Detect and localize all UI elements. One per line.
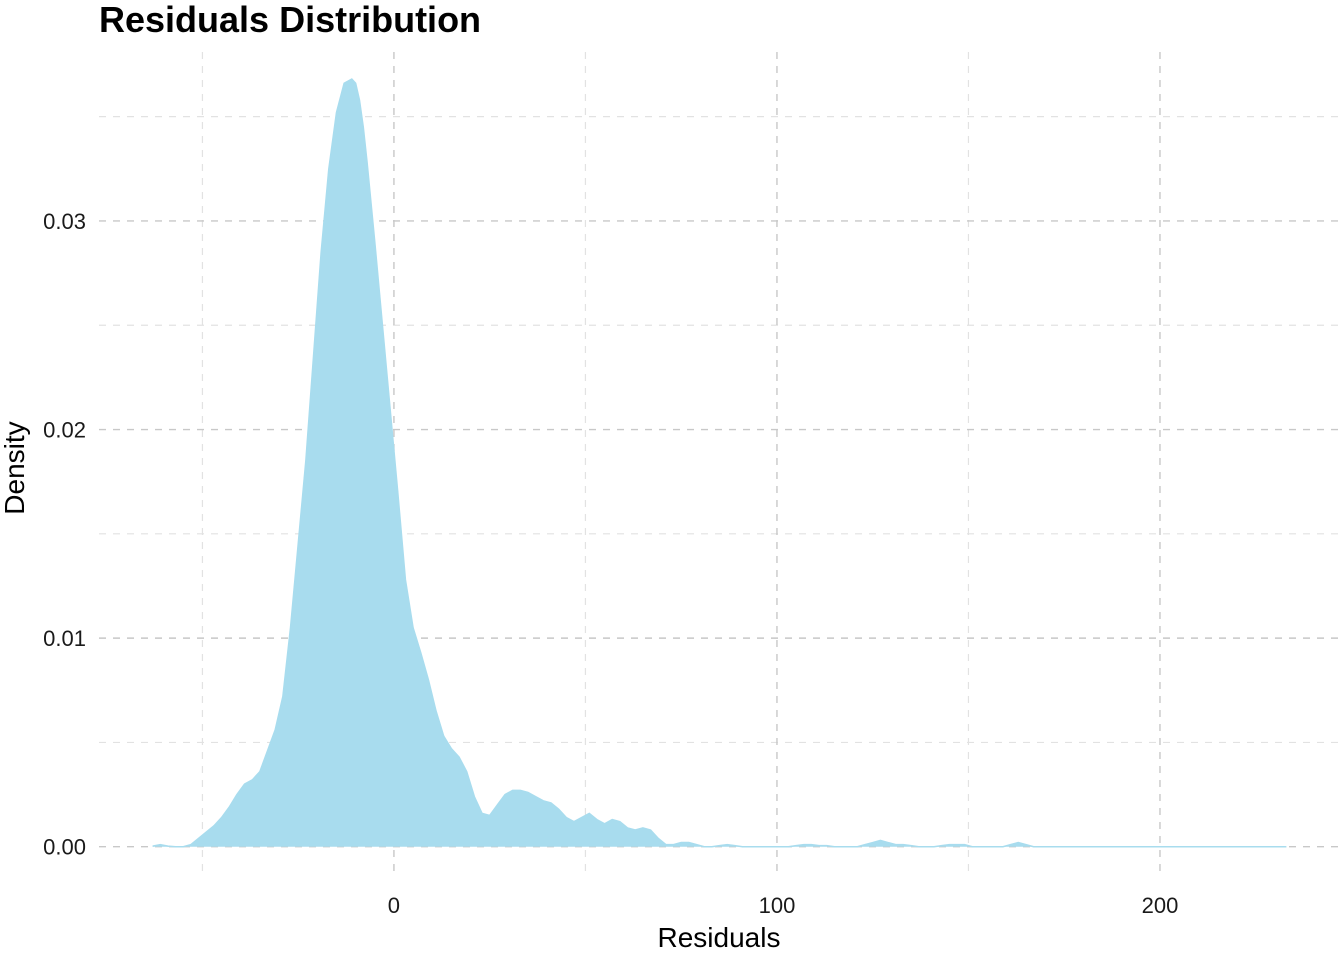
y-axis-label: Density (0, 421, 30, 514)
grid-lines (99, 52, 1340, 878)
x-tick-label: 100 (759, 893, 796, 918)
y-tick-label: 0.00 (43, 835, 86, 860)
density-series (152, 78, 1287, 848)
density-area (152, 79, 1287, 847)
tick-labels: 0 100 200 0.00 0.01 0.02 0.03 (43, 209, 1178, 918)
y-tick-label: 0.02 (43, 418, 86, 443)
x-tick-label: 0 (388, 893, 400, 918)
density-line (152, 78, 1287, 848)
x-axis-label: Residuals (658, 922, 781, 953)
x-tick-label: 200 (1142, 893, 1179, 918)
y-tick-label: 0.01 (43, 626, 86, 651)
y-tick-label: 0.03 (43, 209, 86, 234)
chart-title: Residuals Distribution (99, 0, 481, 40)
